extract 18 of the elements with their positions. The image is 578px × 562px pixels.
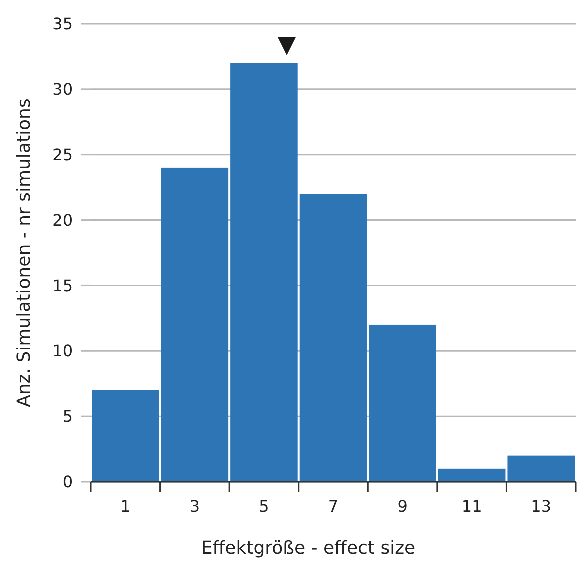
x-tick-label: 3 bbox=[190, 497, 200, 516]
annotation: ▼ bbox=[278, 30, 297, 58]
y-tick-label: 15 bbox=[52, 276, 73, 296]
x-tick-label: 1 bbox=[120, 497, 131, 516]
x-tick-label: 5 bbox=[259, 497, 270, 516]
y-tick-label: 5 bbox=[62, 407, 73, 426]
y-tick-label: 0 bbox=[62, 472, 73, 492]
x-tick-label: 7 bbox=[328, 497, 339, 516]
y-tick-label: 25 bbox=[52, 145, 73, 164]
x-tick-label: 9 bbox=[398, 497, 408, 516]
y-tick-label: 20 bbox=[52, 210, 73, 230]
y-tick-label: 10 bbox=[52, 342, 73, 361]
x-axis-title: Effektgröße - effect size bbox=[201, 538, 416, 559]
x-tick-label: 13 bbox=[531, 497, 552, 516]
y-axis-title: Anz. Simulationen - nr simulations bbox=[14, 98, 35, 408]
x-tick-label: 11 bbox=[462, 497, 482, 516]
y-tick-label: 35 bbox=[52, 14, 73, 34]
y-tick-label: 30 bbox=[52, 80, 73, 100]
